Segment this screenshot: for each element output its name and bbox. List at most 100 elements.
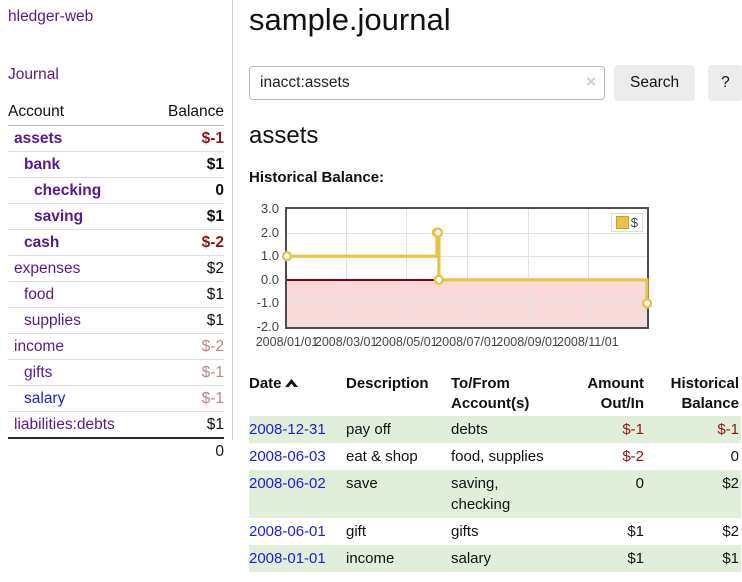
accounts-header-row: Account Balance bbox=[8, 101, 224, 126]
account-balance: $-1 bbox=[149, 125, 224, 152]
register-amount: $1 bbox=[627, 550, 644, 567]
account-row: bank $1 bbox=[8, 151, 224, 178]
register-balance: $1 bbox=[722, 550, 739, 567]
sidebar-account-link-income[interactable]: income bbox=[14, 338, 64, 355]
register-accounts: debts bbox=[451, 421, 488, 438]
account-row: assets $-1 bbox=[8, 125, 224, 152]
register-date-link[interactable]: 2008-12-31 bbox=[249, 421, 326, 438]
register-date-link[interactable]: 2008-06-01 bbox=[249, 523, 326, 540]
chart-data-point bbox=[432, 227, 444, 238]
account-balance: $1 bbox=[149, 307, 224, 334]
brand-link[interactable]: hledger-web bbox=[8, 8, 94, 25]
sidebar-account-link-supplies[interactable]: supplies bbox=[24, 312, 81, 329]
register-row: 2008-06-01 gift gifts $1 $2 bbox=[249, 518, 741, 545]
sidebar-account-link-salary[interactable]: salary bbox=[24, 390, 66, 407]
register-description: income bbox=[346, 550, 395, 567]
chart-ytick-label: 0.0 bbox=[260, 271, 279, 287]
register-description: gift bbox=[346, 523, 367, 540]
register-balance: $2 bbox=[722, 475, 739, 492]
account-row: expenses $2 bbox=[8, 255, 224, 282]
register-accounts: saving, checking bbox=[451, 475, 511, 513]
register-date-link[interactable]: 2008-06-03 bbox=[249, 448, 326, 465]
register-row: 2008-06-03 eat & shop food, supplies $-2 0 bbox=[249, 443, 741, 470]
account-row: income $-2 bbox=[8, 333, 224, 360]
legend-label: $ bbox=[630, 215, 638, 230]
account-balance: $-1 bbox=[149, 359, 224, 386]
register-date-link[interactable]: 2008-01-01 bbox=[249, 550, 326, 567]
account-row: cash $-2 bbox=[8, 229, 224, 256]
chart-data-point bbox=[433, 274, 445, 286]
sidebar-account-link-saving[interactable]: saving bbox=[34, 208, 84, 225]
register-header-balance: Historical Balance bbox=[670, 375, 739, 412]
chart-data-point bbox=[641, 298, 653, 309]
nav-journal-link[interactable]: Journal bbox=[8, 66, 59, 83]
chart-xtick-label: 2008/07/01 bbox=[435, 335, 498, 349]
accounts-header-balance: Balance bbox=[149, 101, 224, 126]
account-balance: $-2 bbox=[149, 229, 224, 256]
register-accounts: gifts bbox=[451, 523, 479, 540]
register-header-row: Date Description To/From Account(s) Amou… bbox=[249, 372, 741, 416]
account-row: checking 0 bbox=[8, 177, 224, 204]
search-input[interactable] bbox=[249, 66, 605, 100]
account-row: supplies $1 bbox=[8, 307, 224, 334]
account-balance: $-2 bbox=[149, 333, 224, 360]
main-content: sample.journal × Search ? assets Histori… bbox=[233, 0, 742, 572]
sidebar-account-link-liabilities-debts[interactable]: liabilities:debts bbox=[14, 416, 115, 433]
chart-legend: $ bbox=[610, 213, 643, 232]
chart-xtick-label: 2008/05/01 bbox=[375, 335, 438, 349]
register-balance: $-1 bbox=[717, 421, 739, 438]
accounts-table: Account Balance assets $-1 bank $1 checking 0… bbox=[8, 101, 224, 464]
sidebar-account-link-expenses[interactable]: expenses bbox=[14, 260, 81, 277]
help-button[interactable]: ? bbox=[708, 65, 742, 101]
sort-ascending-icon bbox=[284, 379, 298, 387]
sidebar: hledger-web Journal Account Balance asse… bbox=[0, 0, 233, 464]
sidebar-account-link-gifts[interactable]: gifts bbox=[24, 364, 53, 381]
register-table: Date Description To/From Account(s) Amou… bbox=[249, 372, 741, 572]
register-amount: $-2 bbox=[622, 448, 644, 465]
register-header-accounts: To/From Account(s) bbox=[451, 375, 530, 412]
chart-data-point bbox=[281, 251, 293, 262]
register-row: 2008-12-31 pay off debts $-1 $-1 bbox=[249, 416, 741, 443]
register-row: 2008-06-02 save saving, checking 0 $2 bbox=[249, 470, 741, 518]
register-balance: 0 bbox=[730, 448, 739, 465]
chart-vgridline bbox=[587, 209, 589, 327]
register-amount: 0 bbox=[635, 475, 644, 492]
chart-xtick-label: 2008/11/01 bbox=[556, 335, 619, 349]
register-header-description: Description bbox=[346, 375, 429, 392]
chart-series bbox=[281, 227, 653, 309]
sidebar-account-link-bank[interactable]: bank bbox=[24, 156, 61, 173]
account-balance: $1 bbox=[149, 151, 224, 178]
accounts-header-account: Account bbox=[8, 101, 150, 126]
sidebar-account-link-assets[interactable]: assets bbox=[14, 130, 63, 147]
register-accounts: food, supplies bbox=[451, 448, 544, 465]
chart-vgridline bbox=[346, 209, 348, 327]
chart-vgridline bbox=[466, 209, 468, 327]
chart-vgridline bbox=[406, 209, 408, 327]
search-button[interactable]: Search bbox=[614, 65, 696, 101]
account-balance: $1 bbox=[149, 281, 224, 308]
register-header-date-label: Date bbox=[249, 375, 282, 392]
account-row: saving $1 bbox=[8, 203, 224, 230]
sidebar-account-link-food[interactable]: food bbox=[24, 286, 55, 303]
chart-ytick-label: 2.0 bbox=[260, 224, 279, 240]
account-balance: $1 bbox=[149, 203, 224, 230]
sidebar-account-link-checking[interactable]: checking bbox=[34, 182, 102, 199]
register-header-date[interactable]: Date bbox=[249, 372, 346, 416]
legend-swatch bbox=[615, 216, 629, 229]
account-row: liabilities:debts $1 bbox=[8, 411, 224, 439]
account-row: gifts $-1 bbox=[8, 359, 224, 386]
accounts-total-balance: 0 bbox=[149, 437, 224, 464]
chart-xtick-label: 2008/03/01 bbox=[314, 335, 378, 349]
historical-balance-chart[interactable]: $3.0 2.0 1.0 0.0 -1.0 -2.0 2008/01/01 2008/03/0… bbox=[249, 199, 669, 351]
register-accounts: salary bbox=[451, 550, 492, 567]
account-balance: $-1 bbox=[149, 385, 224, 412]
account-heading: assets bbox=[249, 122, 319, 149]
sidebar-account-link-cash[interactable]: cash bbox=[24, 234, 60, 251]
search-box: × bbox=[249, 66, 605, 100]
chart-xtick-label: 2008/01/01 bbox=[255, 335, 319, 349]
register-date-link[interactable]: 2008-06-02 bbox=[249, 475, 326, 492]
clear-search-icon[interactable]: × bbox=[586, 72, 596, 91]
account-balance: $2 bbox=[149, 255, 224, 282]
account-balance: 0 bbox=[149, 177, 224, 204]
